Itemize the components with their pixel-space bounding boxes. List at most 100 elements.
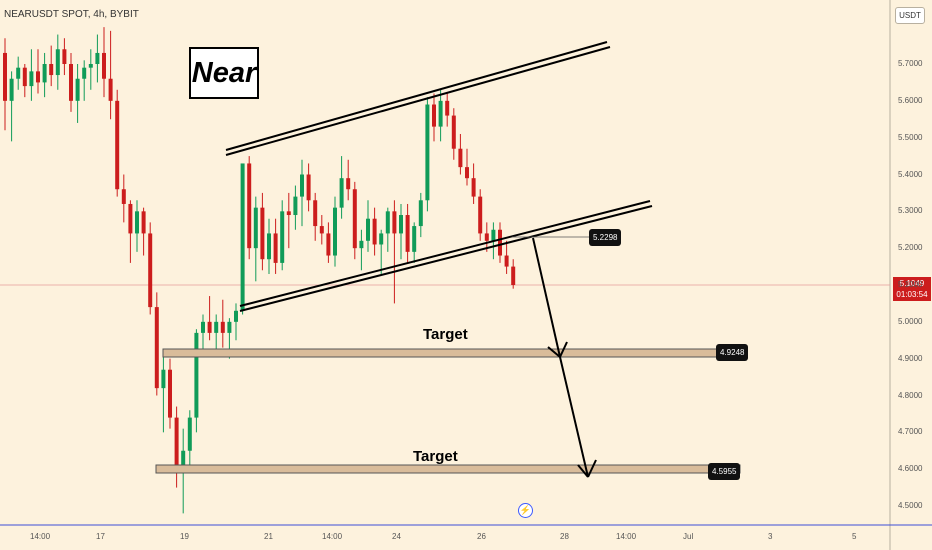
candle[interactable] — [187, 417, 192, 451]
candle[interactable] — [359, 240, 364, 249]
candle[interactable] — [405, 215, 410, 252]
candle[interactable] — [412, 226, 417, 252]
price-callout: 5.2298 — [589, 229, 622, 246]
candle[interactable] — [273, 233, 278, 263]
channel-bottom-line-a[interactable] — [239, 200, 651, 307]
candle[interactable] — [372, 218, 377, 245]
candle[interactable] — [174, 417, 179, 473]
candle[interactable] — [69, 64, 73, 101]
candle[interactable] — [135, 211, 139, 234]
candle[interactable] — [148, 233, 153, 308]
candle[interactable] — [214, 321, 219, 333]
candle[interactable] — [227, 321, 232, 333]
lightning-icon[interactable]: ⚡ — [518, 503, 533, 518]
candle[interactable] — [9, 78, 14, 101]
candle[interactable] — [62, 49, 67, 64]
price-tick-label: 4.5000 — [898, 501, 923, 510]
candle[interactable] — [465, 167, 469, 179]
candle[interactable] — [181, 450, 186, 473]
candle[interactable] — [451, 115, 456, 149]
candle[interactable] — [458, 148, 463, 168]
candle[interactable] — [154, 307, 159, 389]
candle[interactable] — [82, 67, 87, 79]
target-price-callout-1: 4.9248 — [716, 344, 749, 361]
candle[interactable] — [141, 211, 146, 234]
channel-top-line-a[interactable] — [225, 41, 608, 151]
currency-button[interactable]: USDT — [895, 7, 925, 24]
candle[interactable] — [313, 200, 318, 227]
price-tick-label: 5.1000 — [898, 280, 923, 289]
title-box[interactable]: Near — [189, 47, 259, 99]
price-tick-label: 4.8000 — [898, 390, 923, 400]
candle[interactable] — [326, 233, 331, 256]
candle[interactable] — [352, 189, 357, 249]
price-tick-label: 5.2000 — [898, 243, 923, 253]
candle[interactable] — [267, 233, 271, 260]
candle[interactable] — [201, 321, 205, 333]
candle[interactable] — [16, 67, 21, 79]
candle[interactable] — [392, 211, 397, 234]
channel-bottom-line-b[interactable] — [239, 205, 653, 312]
candle[interactable] — [379, 233, 384, 245]
time-tick-label: Jul — [683, 532, 694, 541]
candle[interactable] — [55, 49, 60, 76]
candle[interactable] — [49, 64, 54, 76]
candle[interactable] — [247, 163, 252, 249]
channel-top-line-b[interactable] — [225, 46, 611, 156]
candle[interactable] — [260, 207, 265, 260]
candle[interactable] — [115, 100, 120, 190]
candle[interactable] — [504, 255, 509, 267]
candle[interactable] — [161, 369, 166, 389]
projection-arrow-1-head-b — [559, 341, 568, 358]
candle[interactable] — [438, 100, 443, 127]
candle[interactable] — [240, 163, 245, 311]
candle[interactable] — [42, 64, 47, 83]
candle[interactable] — [293, 196, 298, 216]
price-tick-label: 4.9000 — [898, 353, 923, 363]
projection-arrow-2-head-b — [587, 459, 597, 478]
candle[interactable] — [425, 104, 430, 201]
candle-countdown: 01:03:54 — [896, 290, 928, 299]
candle[interactable] — [491, 229, 496, 241]
candle[interactable] — [478, 196, 483, 234]
candle[interactable] — [339, 178, 344, 208]
candle[interactable] — [445, 100, 450, 116]
candle[interactable] — [207, 321, 212, 333]
candle[interactable] — [471, 178, 476, 197]
candle[interactable] — [36, 71, 40, 83]
candle[interactable] — [168, 369, 172, 418]
candle[interactable] — [511, 266, 516, 285]
candle[interactable] — [128, 203, 133, 234]
candle[interactable] — [253, 207, 258, 249]
candle[interactable] — [399, 215, 403, 234]
candle[interactable] — [3, 52, 7, 101]
candle[interactable] — [385, 211, 390, 234]
candle[interactable] — [498, 229, 502, 256]
candle[interactable] — [234, 310, 238, 322]
candle[interactable] — [306, 174, 311, 201]
candle[interactable] — [108, 78, 113, 101]
candle[interactable] — [319, 226, 324, 234]
target-label-1: Target — [423, 326, 468, 343]
candle[interactable] — [346, 178, 351, 190]
candle[interactable] — [121, 189, 126, 204]
candle[interactable] — [22, 67, 27, 87]
candle[interactable] — [300, 174, 304, 197]
candle[interactable] — [102, 52, 106, 79]
target-zone-2[interactable] — [155, 464, 741, 474]
candle[interactable] — [484, 233, 489, 241]
candle[interactable] — [286, 211, 291, 216]
candle[interactable] — [333, 207, 337, 256]
candle[interactable] — [220, 321, 225, 333]
candle[interactable] — [95, 52, 100, 64]
candle[interactable] — [88, 64, 93, 68]
candle[interactable] — [280, 211, 285, 263]
candle[interactable] — [194, 332, 199, 418]
candle[interactable] — [29, 71, 34, 87]
candle[interactable] — [432, 104, 436, 127]
candle[interactable] — [418, 200, 423, 227]
target-zone-1[interactable] — [162, 348, 746, 358]
candle[interactable] — [366, 218, 370, 241]
candle[interactable] — [75, 78, 80, 101]
